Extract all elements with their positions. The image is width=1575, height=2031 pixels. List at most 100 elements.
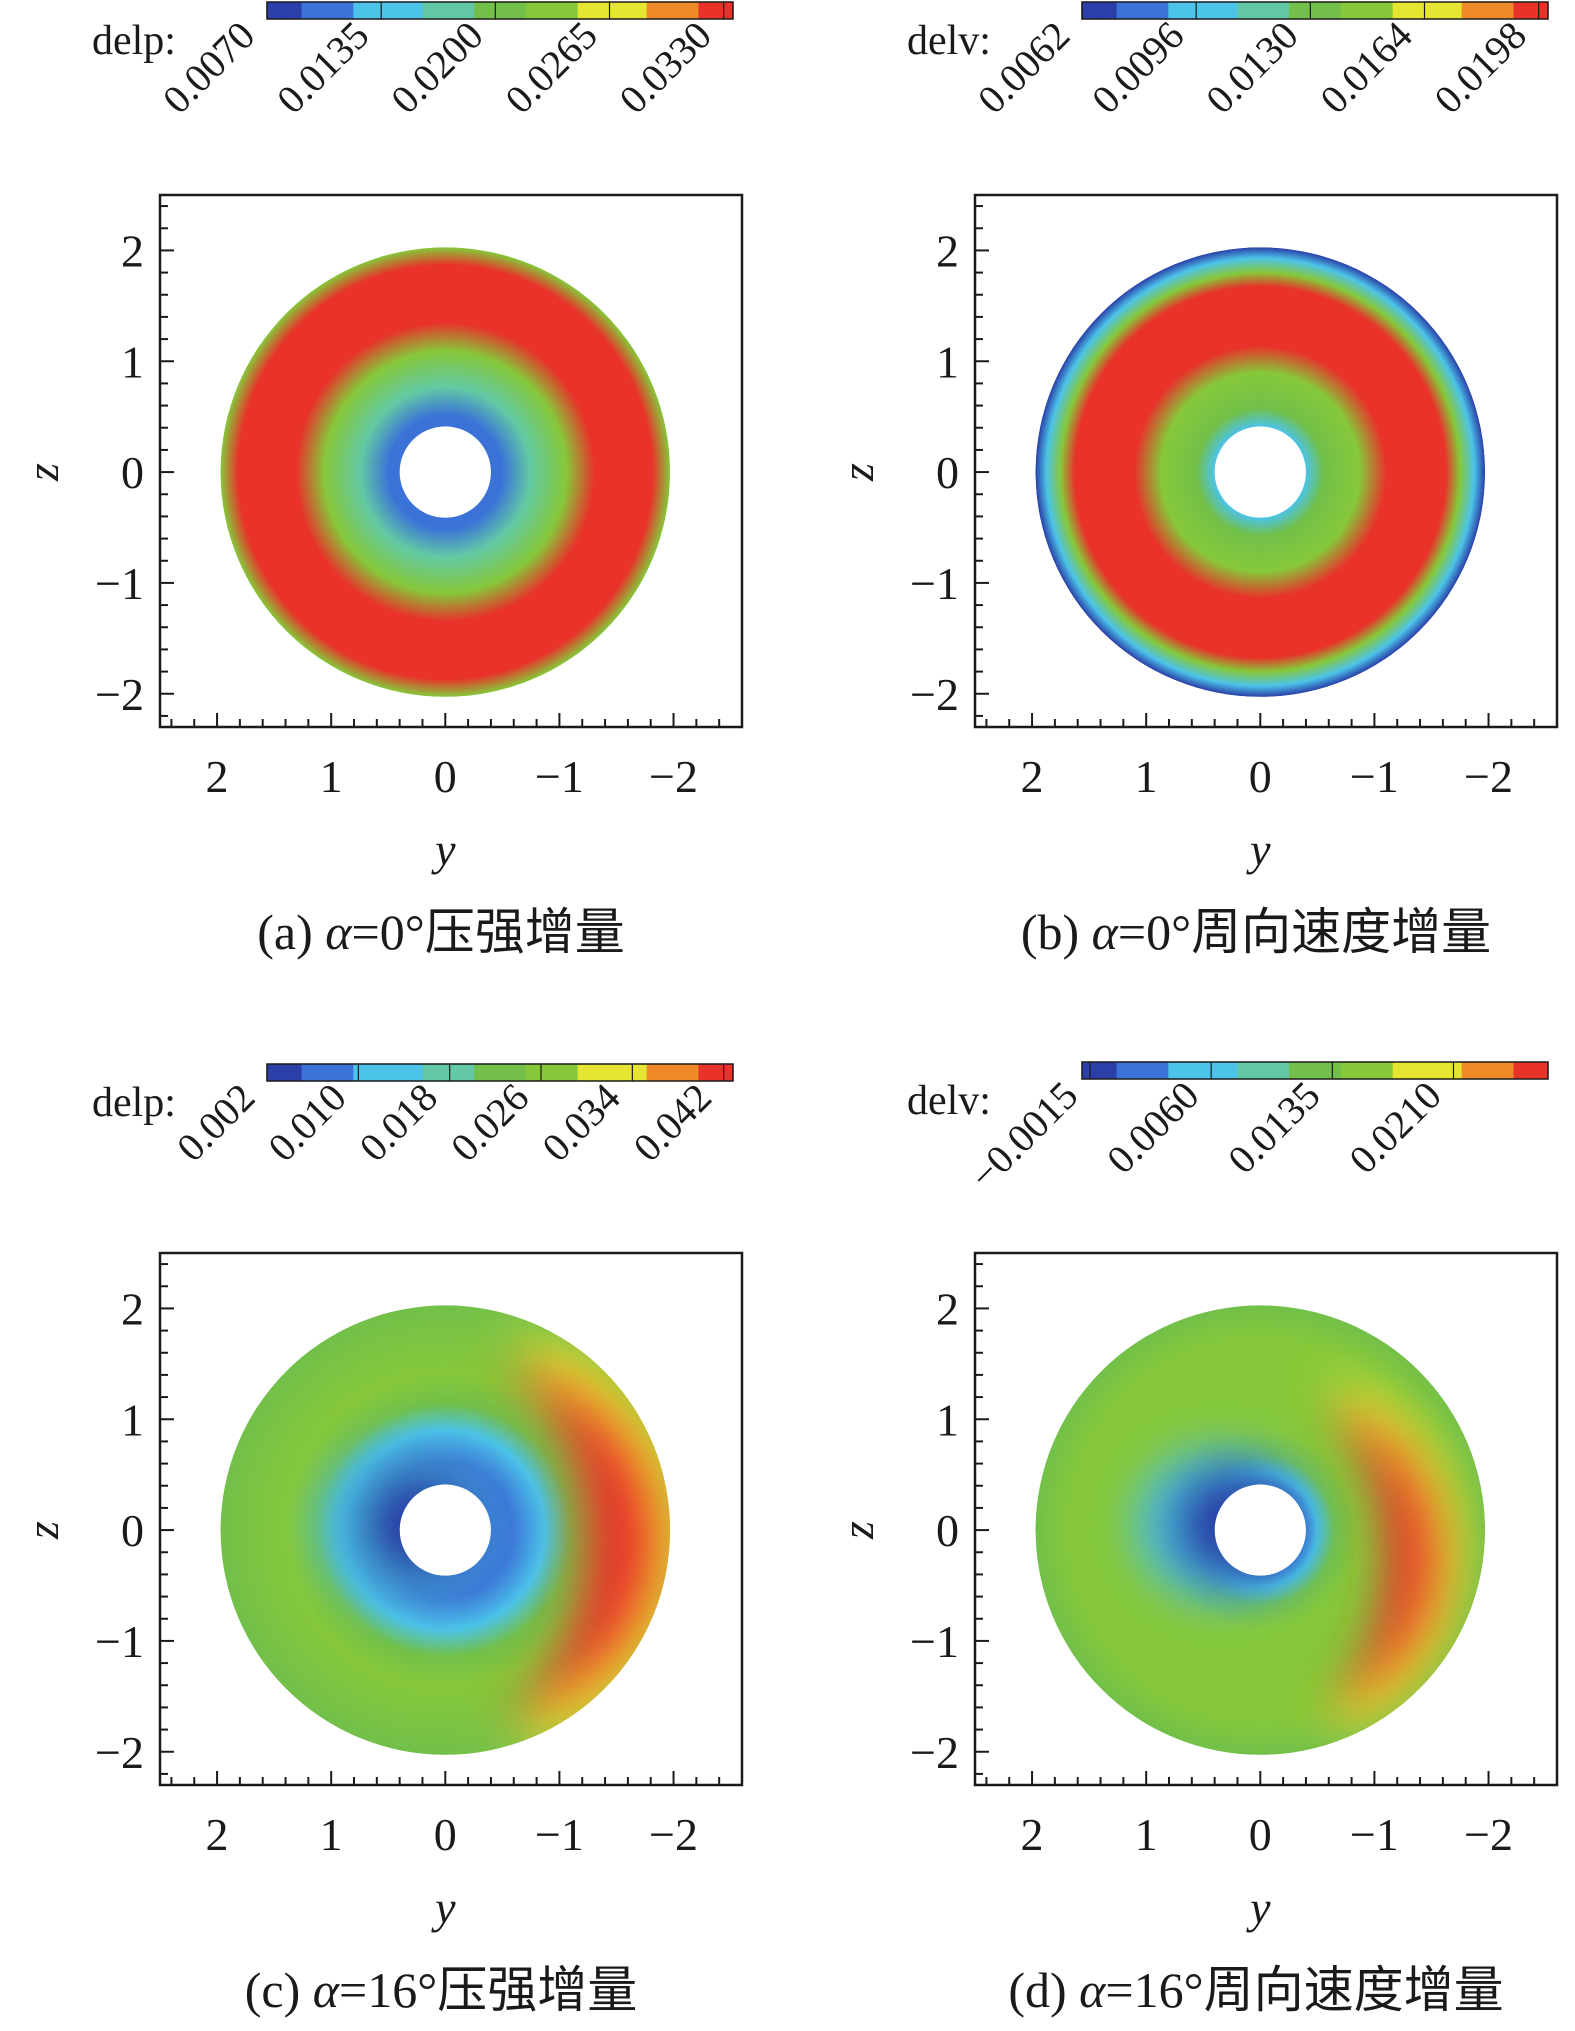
colorbar-label: delv: (907, 18, 991, 64)
y-tick-label: 1 (936, 1394, 959, 1445)
colorbar-tick-label: 0.026 (442, 1075, 537, 1170)
colorbar-swatch (387, 1064, 406, 1081)
colorbar-swatch (353, 1064, 372, 1081)
y-tick-label: −1 (910, 1616, 959, 1667)
colorbar-swatch (1254, 1062, 1273, 1079)
x-tick-label: 2 (206, 751, 229, 802)
colorbar-swatch (1340, 2, 1359, 19)
colorbar-tick-label: 0.0200 (382, 13, 492, 123)
colorbar-swatch (1427, 2, 1446, 19)
y-tick-label: 0 (121, 1505, 144, 1556)
colorbar-swatch (629, 1064, 648, 1081)
colorbar-tick-label: 0.0135 (268, 13, 378, 123)
colorbar-swatch (405, 1064, 423, 1081)
colorbar-tick-label: 0.042 (625, 1075, 720, 1170)
colorbar-swatch (1530, 1062, 1549, 1079)
x-axis-title: y (431, 824, 456, 875)
colorbar-swatch (336, 1064, 354, 1081)
colorbar-swatch (439, 1064, 458, 1081)
colorbar-swatch (1392, 1062, 1411, 1079)
colorbar-swatch (1358, 1062, 1377, 1079)
x-tick-label: 1 (1135, 751, 1158, 802)
colorbar-swatch (1099, 2, 1118, 19)
colorbar-swatch (1202, 2, 1221, 19)
axes: 2 1 0 −1 −2 2 1 0 −1 −2 y z (832, 1251, 1559, 1933)
colorbar-swatch (1478, 2, 1497, 19)
x-tick-label: 2 (1021, 751, 1044, 802)
colorbar-swatch (1375, 1062, 1394, 1079)
colorbar-swatch (387, 2, 406, 19)
axes: 2 1 0 −1 −2 2 1 0 −1 −2 y z (17, 193, 744, 875)
colorbar-swatch (284, 2, 303, 19)
colorbar-swatch (318, 1064, 337, 1081)
colorbar-tick-label: 0.0164 (1311, 13, 1421, 123)
colorbar-swatch (1409, 1062, 1428, 1079)
colorbar-swatch (1168, 2, 1187, 19)
y-tick-label: 1 (121, 336, 144, 387)
y-axis-title: z (17, 463, 68, 482)
colorbar-swatch (525, 1064, 544, 1081)
colorbar-tick-label: 0.0096 (1083, 13, 1193, 123)
colorbar-swatch (560, 1064, 579, 1081)
colorbar-swatch (1082, 2, 1100, 19)
colorbar-swatch (1254, 2, 1273, 19)
contour-low-region (1134, 1446, 1306, 1603)
colorbar-label: delv: (907, 1078, 991, 1124)
colorbar-swatch (284, 1064, 303, 1081)
x-tick-label: −1 (535, 751, 584, 802)
y-tick-label: 2 (121, 225, 144, 276)
x-tick-label: 1 (1135, 1809, 1158, 1860)
colorbar-tick-label: 0.0130 (1197, 13, 1307, 123)
y-tick-label: 2 (936, 1283, 959, 1334)
colorbar-swatch (594, 1064, 613, 1081)
colorbar-swatch (491, 2, 510, 19)
colorbar-swatch (612, 2, 631, 19)
y-tick-label: −1 (95, 1616, 144, 1667)
colorbar-tick-label: 0.002 (168, 1075, 263, 1170)
x-tick-label: −1 (1350, 1809, 1399, 1860)
colorbar-swatch (1513, 1062, 1532, 1079)
colorbar-tick-label: 0.034 (533, 1075, 628, 1170)
colorbar-swatch (405, 2, 423, 19)
colorbar-label: delp: (92, 1080, 176, 1126)
colorbar-swatch (646, 2, 665, 19)
colorbar-swatch (318, 2, 337, 19)
colorbar-swatch (1496, 1062, 1515, 1079)
x-axis-title: y (431, 1882, 456, 1933)
plot-frame (158, 193, 744, 729)
colorbar-swatch (1151, 2, 1169, 19)
contour-field (1035, 247, 1486, 697)
y-tick-label: −2 (910, 1727, 959, 1778)
colorbar-swatch (1461, 2, 1480, 19)
colorbar-swatch (474, 1064, 492, 1081)
colorbar-swatch (1392, 2, 1411, 19)
colorbar-swatch (560, 2, 579, 19)
colorbar-swatch (1461, 1062, 1480, 1079)
contour-ring (1035, 1305, 1486, 1755)
x-tick-label: −1 (535, 1809, 584, 1860)
contour-ring (220, 1305, 671, 1755)
colorbar-swatch (474, 2, 492, 19)
plot-frame (973, 1251, 1559, 1787)
axes: 2 1 0 −1 −2 2 1 0 −1 −2 y z (17, 1251, 744, 1933)
colorbar-swatch (508, 1064, 527, 1081)
colorbar-swatch (267, 2, 285, 19)
colorbar-swatch (1185, 1062, 1204, 1079)
plot-frame (158, 1251, 744, 1787)
colorbar-swatch (715, 1064, 734, 1081)
colorbar-swatch (646, 1064, 665, 1081)
colorbar-swatch (1133, 1062, 1152, 1079)
x-tick-label: −2 (649, 751, 698, 802)
y-tick-label: −2 (95, 1727, 144, 1778)
colorbar-swatch (1271, 1062, 1290, 1079)
colorbar-swatch (508, 2, 527, 19)
contour-low-region (319, 1446, 491, 1603)
colorbar-swatch (715, 2, 734, 19)
colorbar-swatch (1513, 2, 1532, 19)
colorbar-swatch (525, 2, 544, 19)
colorbar-swatch (577, 2, 596, 19)
